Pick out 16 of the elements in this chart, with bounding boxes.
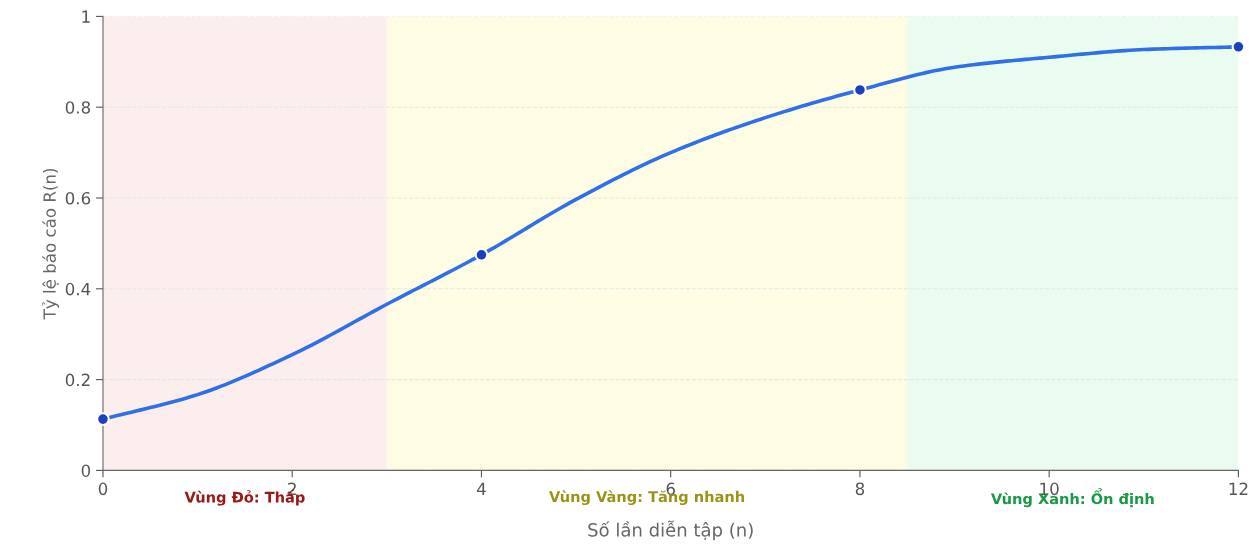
x-tick-label: 4 bbox=[476, 482, 486, 495]
x-tick-label: 12 bbox=[1229, 482, 1248, 495]
y-tick-label: 0.4 bbox=[65, 282, 91, 296]
y-tick-label: 0 bbox=[81, 464, 91, 477]
x-tick-label: 8 bbox=[855, 482, 865, 496]
y-tick-label: 0.2 bbox=[65, 373, 90, 387]
y-tick-label: 0.6 bbox=[65, 191, 91, 205]
point bbox=[853, 83, 867, 97]
x-axis-title: Số lần diễn tập (n) bbox=[588, 520, 753, 541]
y-tick-label: 0.8 bbox=[65, 101, 91, 114]
x-tick-label: 0 bbox=[98, 482, 108, 496]
point bbox=[1231, 39, 1246, 54]
point bbox=[474, 247, 489, 262]
y-axis-title: Tỷ lệ báo cáo R(n) bbox=[42, 168, 60, 320]
point bbox=[96, 412, 110, 426]
y-tick-label: 1 bbox=[82, 10, 90, 23]
